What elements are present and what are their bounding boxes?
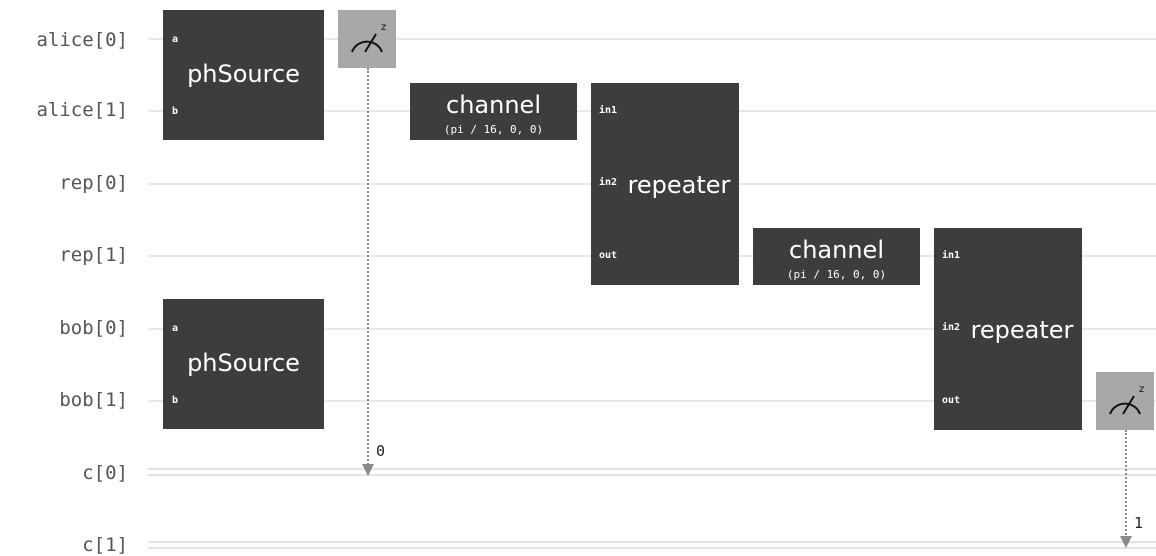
- gate-name: repeater: [627, 171, 731, 199]
- wire-label-rep-0: rep[0]: [59, 172, 128, 194]
- phsource-gate-alice[interactable]: a phSource b: [163, 10, 324, 140]
- measure-basis-0: z: [381, 22, 386, 33]
- repeater-gate-1[interactable]: in1 in2 repeater out: [591, 83, 739, 285]
- port-in1: in1: [599, 105, 618, 116]
- measure-line-0: [367, 68, 369, 465]
- meter-icon: z: [351, 22, 386, 53]
- port-in2: in2: [942, 322, 961, 333]
- channel-gate-1[interactable]: channel (pi / 16, 0, 0): [410, 83, 577, 140]
- measure-arrow-0: [362, 464, 374, 476]
- measure-line-1: [1125, 430, 1127, 538]
- classical-wire-c-0-a: [148, 468, 1156, 470]
- port-in1: in1: [942, 250, 961, 261]
- measure-basis-1: z: [1139, 384, 1144, 395]
- measure-bit-0: 0: [376, 442, 386, 460]
- gate-param: (pi / 16, 0, 0): [786, 268, 887, 281]
- wire-label-c-0: c[0]: [82, 462, 128, 484]
- gate-name: phSource: [187, 349, 300, 377]
- wire-label-bob-0: bob[0]: [59, 317, 128, 339]
- phsource-gate-bob[interactable]: a phSource b: [163, 299, 324, 429]
- wire-label-alice-1: alice[1]: [36, 99, 128, 121]
- classical-wire-c-0-b: [148, 474, 1156, 476]
- measure-gate-0[interactable]: z: [338, 10, 396, 68]
- wire-bob-1: [148, 400, 1156, 402]
- port-b: b: [172, 106, 179, 117]
- port-out: out: [599, 250, 618, 261]
- wire-label-c-1: c[1]: [82, 534, 128, 556]
- repeater-gate-2[interactable]: in1 in2 repeater out: [934, 228, 1082, 430]
- port-out: out: [942, 395, 961, 406]
- gate-name: phSource: [187, 60, 300, 88]
- classical-wire-c-1-b: [148, 547, 1156, 549]
- classical-wire-c-1-a: [148, 541, 1156, 543]
- meter-icon: z: [1109, 384, 1144, 415]
- wire-bob-0: [148, 328, 1156, 330]
- channel-gate-2[interactable]: channel (pi / 16, 0, 0): [753, 228, 920, 285]
- wire-label-bob-1: bob[1]: [59, 389, 128, 411]
- measure-gate-1[interactable]: z: [1096, 372, 1154, 430]
- wire-label-rep-1: rep[1]: [59, 244, 128, 266]
- gate-name: channel: [446, 91, 541, 119]
- measure-bit-1: 1: [1134, 514, 1144, 532]
- wire-alice-0: [148, 38, 1156, 40]
- gate-param: (pi / 16, 0, 0): [443, 123, 544, 136]
- port-b: b: [172, 395, 179, 406]
- wire-label-alice-0: alice[0]: [36, 29, 128, 51]
- gate-name: repeater: [970, 316, 1074, 344]
- port-a: a: [172, 34, 179, 45]
- gate-name: channel: [789, 236, 884, 264]
- port-in2: in2: [599, 177, 618, 188]
- measure-arrow-1: [1120, 536, 1132, 548]
- port-a: a: [172, 323, 179, 334]
